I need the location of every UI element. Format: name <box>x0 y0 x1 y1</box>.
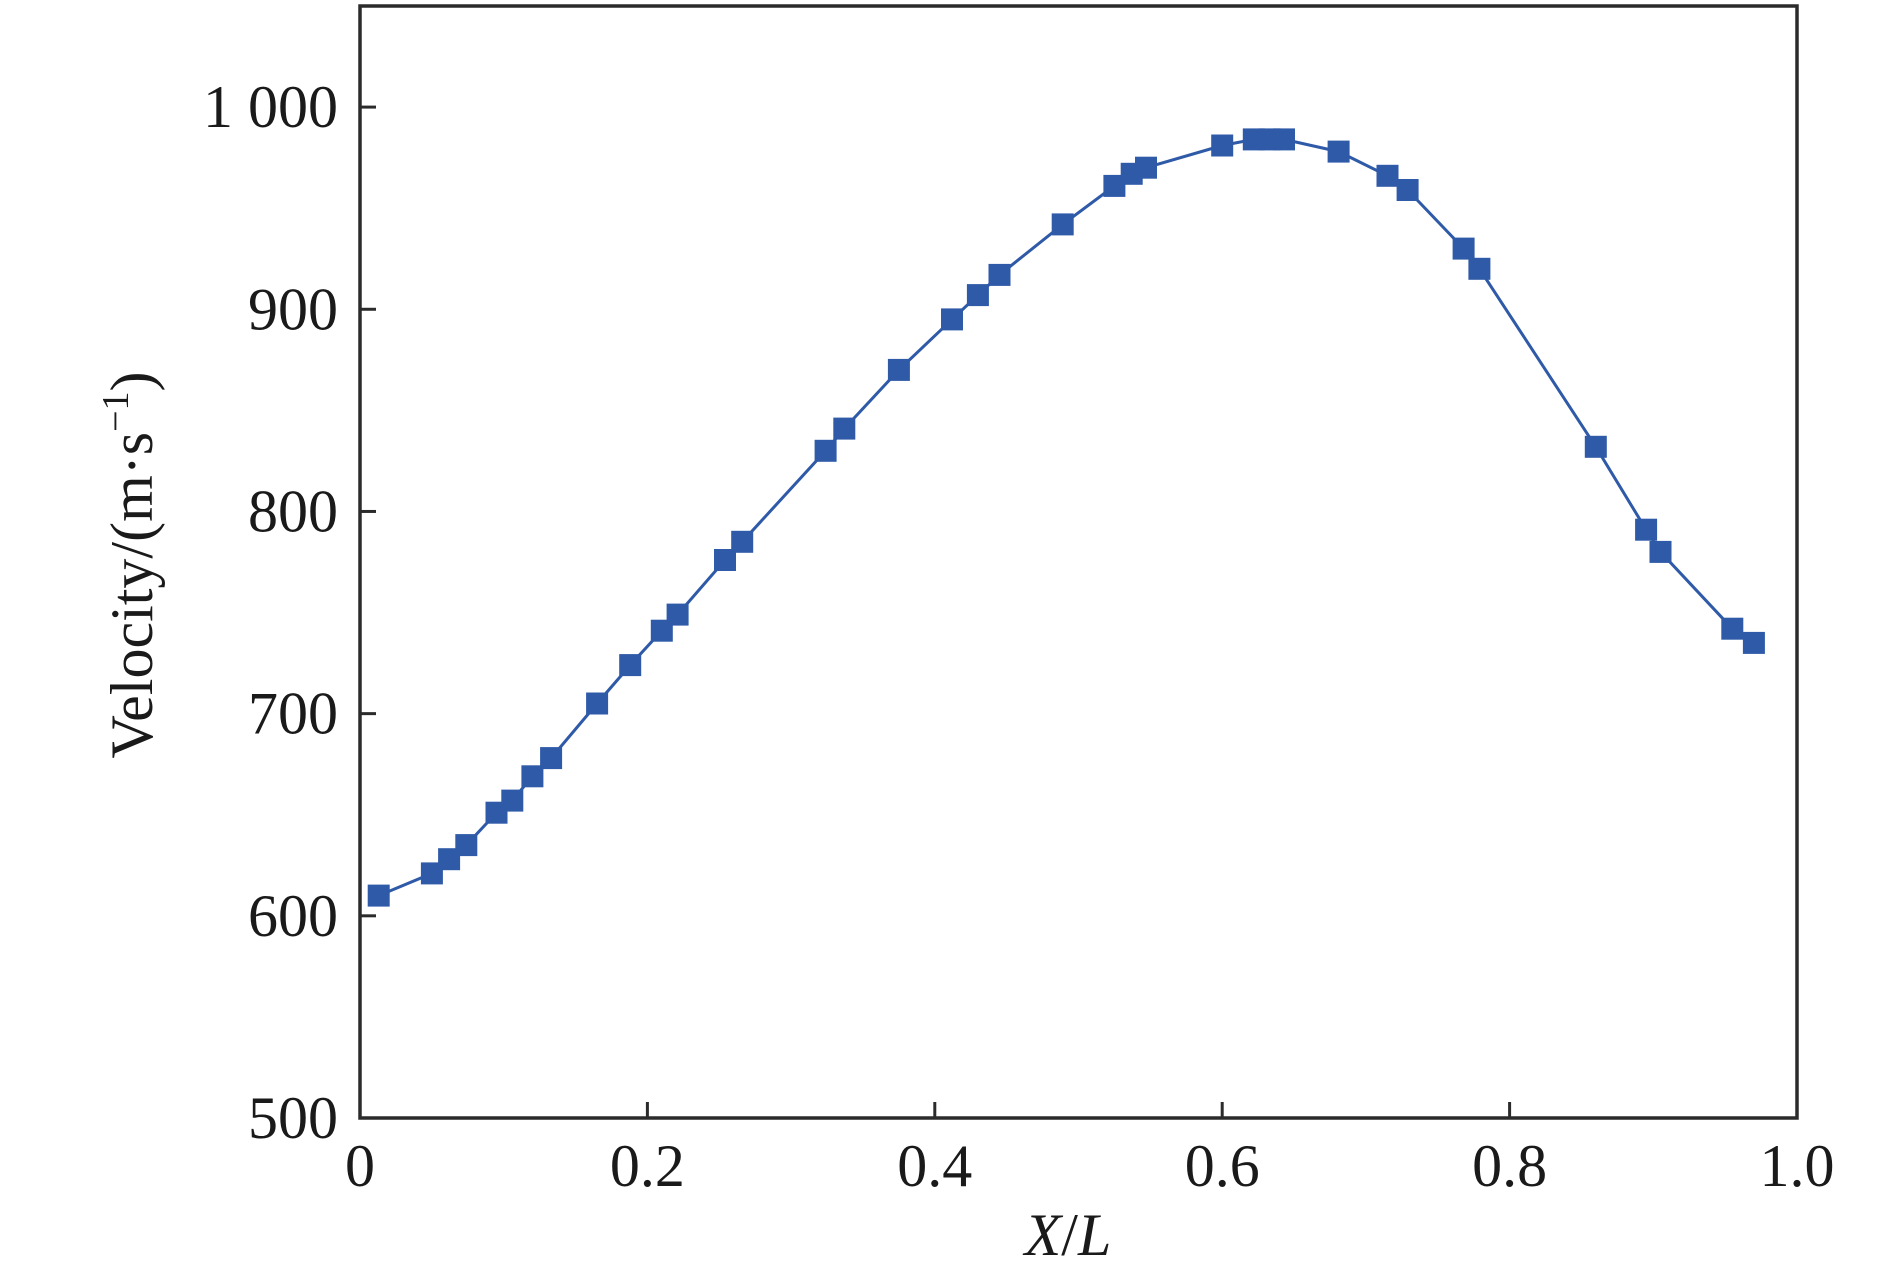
plot-frame <box>358 4 1799 1120</box>
x-tick-label: 0 <box>345 1133 375 1199</box>
x-axis-title: X/L <box>1023 1202 1112 1268</box>
data-point <box>1635 518 1658 541</box>
data-point <box>1051 213 1074 236</box>
data-point <box>438 848 461 871</box>
series-markers <box>367 128 1765 907</box>
data-point <box>833 417 856 440</box>
data-point <box>1396 179 1419 201</box>
data-point <box>941 308 963 331</box>
data-point <box>814 439 837 462</box>
data-point <box>540 747 563 770</box>
y-tick-label: 800 <box>248 478 338 544</box>
y-tick-label: 700 <box>248 681 338 747</box>
series-line <box>378 137 1755 897</box>
y-tick-label: 500 <box>248 1085 338 1151</box>
data-point <box>521 765 544 788</box>
data-point <box>1452 237 1475 260</box>
data-point <box>1649 540 1672 563</box>
data-point <box>1468 257 1491 280</box>
x-tick-label: 0.2 <box>610 1133 685 1199</box>
data-point <box>1135 156 1157 179</box>
y-axis-title: Velocity/(m·s−1) <box>95 371 165 758</box>
data-point <box>1327 140 1350 163</box>
data-point <box>1721 617 1744 640</box>
tick-labels: 0 0.2 0.4 0.6 0.8 1.0 500 600 700 800 900 1 000 <box>203 74 1835 1199</box>
data-point <box>887 358 910 381</box>
data-point <box>420 862 443 885</box>
y-tick-label: 900 <box>248 276 338 342</box>
data-point <box>367 884 390 907</box>
data-point <box>988 263 1011 286</box>
data-point <box>501 789 524 812</box>
data-point <box>455 834 478 857</box>
data-point <box>1742 631 1765 654</box>
x-tick-label: 0.6 <box>1185 1133 1260 1199</box>
data-point <box>586 692 609 715</box>
data-point <box>731 530 754 553</box>
y-tick-label: 600 <box>248 883 338 949</box>
data-point <box>714 549 736 571</box>
x-tick-label: 0.4 <box>897 1133 972 1199</box>
data-point <box>1376 164 1399 187</box>
data-point <box>1273 128 1295 151</box>
data-point <box>966 284 989 307</box>
data-point <box>666 603 689 626</box>
y-tick-label: 1 000 <box>203 74 338 140</box>
data-point <box>1211 134 1234 157</box>
data-point <box>619 654 642 677</box>
data-point <box>1103 174 1126 197</box>
x-tick-label: 1.0 <box>1760 1133 1835 1199</box>
data-point <box>1584 435 1607 458</box>
x-tick-label: 0.8 <box>1472 1133 1547 1199</box>
axis-ticks <box>358 105 1799 1120</box>
